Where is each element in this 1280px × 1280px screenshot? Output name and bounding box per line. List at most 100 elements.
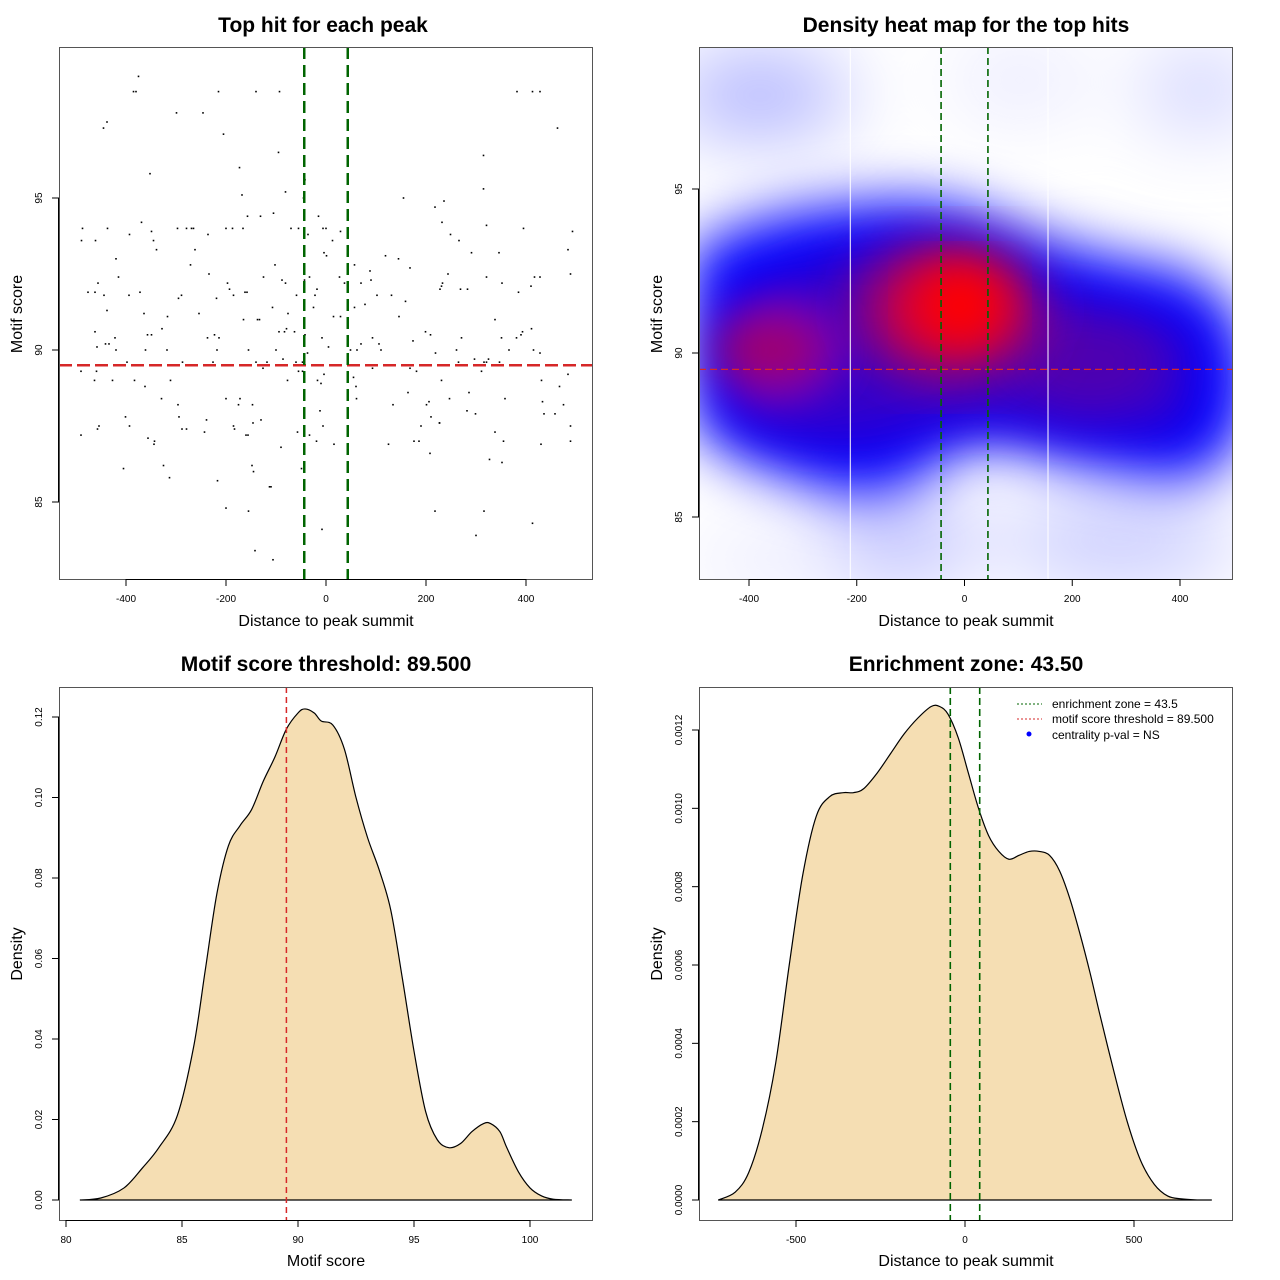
scatter-point [278, 330, 280, 333]
scatter-point [483, 510, 485, 512]
scatter-point [247, 510, 250, 512]
scatter-point [128, 294, 130, 297]
scatter-point [355, 385, 357, 388]
scatter-point [124, 416, 127, 418]
scatter-point [216, 479, 219, 482]
scatter-point [409, 267, 411, 269]
scatter-x-tick-label: 0 [323, 594, 329, 605]
scatter-point [114, 337, 116, 339]
scatter-point [140, 221, 143, 224]
scatter-point [153, 443, 155, 446]
scatter-point [259, 215, 262, 218]
scatter-point [177, 403, 179, 406]
scatter-point [332, 315, 335, 318]
scatter-point [434, 206, 436, 208]
scatter-point [266, 361, 268, 363]
scatter-point [531, 522, 534, 525]
scatter-point [384, 254, 387, 257]
heatmap-x-tick-label: -400 [739, 594, 759, 605]
scatter-point [275, 349, 277, 351]
scatter-point [308, 434, 311, 436]
scatter-point [256, 318, 259, 321]
scatter-reference-lines [59, 47, 592, 579]
scatter-point [216, 349, 218, 351]
scatter-point [160, 397, 163, 400]
scatter-point [485, 224, 488, 227]
scatter-point [232, 294, 235, 297]
scatter-point [349, 349, 352, 351]
scatter-point [166, 315, 169, 318]
scatter-point [284, 282, 287, 284]
scatter-point [521, 330, 524, 333]
scatter-point [449, 233, 452, 236]
scatter-point [287, 312, 289, 315]
scatter-y-tick-label: 90 [34, 344, 45, 356]
scatter-title: Top hit for each peak [218, 14, 428, 37]
scatter-point [133, 379, 136, 382]
scatter-point [364, 303, 366, 306]
scatter-point [441, 221, 443, 224]
distance-density-x-label: Distance to peak summit [878, 1253, 1054, 1270]
scatter-point [567, 248, 569, 251]
scatter-point [176, 227, 179, 230]
scatter-point [262, 276, 265, 278]
scatter-point [102, 127, 105, 129]
scatter-point [480, 370, 483, 373]
distance-density-x-axis: -500 0 500 [786, 1220, 1143, 1246]
scatter-point [232, 425, 235, 427]
scatter-point [333, 443, 335, 446]
scatter-point [425, 403, 428, 406]
scatter-point [246, 291, 248, 294]
score-density-y-tick-label: 0.10 [34, 787, 45, 807]
scatter-point [237, 403, 240, 406]
scatter-x-tick-label: -200 [216, 594, 236, 605]
legend-pval-label: centrality p-val = NS [1052, 728, 1160, 742]
scatter-point [277, 151, 280, 154]
scatter-point [504, 397, 506, 400]
heatmap-x-tick-label: 200 [1064, 594, 1081, 605]
scatter-point [409, 367, 411, 370]
score-density-x-tick-label: 85 [176, 1235, 188, 1246]
scatter-point [485, 361, 488, 363]
scatter-point [500, 337, 503, 339]
scatter-point [323, 251, 325, 254]
scatter-point [475, 534, 477, 537]
scatter-point [94, 330, 96, 333]
scatter-point [498, 251, 500, 254]
heatmap-density [699, 47, 1232, 579]
scatter-point [353, 306, 356, 309]
scatter-point [539, 352, 541, 354]
score-density-x-tick-label: 90 [292, 1235, 304, 1246]
score-density-x-axis: 80 85 90 95 100 [60, 1220, 539, 1246]
scatter-point [226, 282, 229, 284]
scatter-point [483, 361, 485, 363]
scatter-point [247, 434, 249, 436]
panel-scatter: Top hit for each peak -400 -200 0 200 400 85… [9, 14, 593, 630]
scatter-point [356, 349, 358, 351]
heatmap-y-axis: 85 90 95 [674, 183, 699, 523]
scatter-point [80, 239, 83, 242]
scatter-point [203, 431, 206, 433]
panel-score-density: Motif score threshold: 89.500 80 85 90 95 10… [9, 653, 593, 1270]
distance-density-y-tick-label: 0.0012 [674, 714, 685, 745]
scatter-point [241, 194, 243, 196]
scatter-point [222, 133, 225, 135]
scatter-point [370, 279, 372, 281]
panel-heatmap: Density heat map for the top hits [649, 14, 1233, 630]
scatter-point [430, 416, 432, 418]
scatter-point [296, 431, 299, 433]
scatter-point [569, 273, 572, 275]
scatter-point [126, 361, 128, 363]
scatter-point [392, 403, 394, 406]
scatter-point [190, 227, 193, 230]
heatmap-x-axis: -400 -200 0 200 400 [739, 579, 1189, 605]
scatter-point [244, 291, 246, 294]
scatter-point [242, 318, 245, 321]
scatter-point [284, 191, 287, 193]
scatter-point [501, 461, 503, 464]
scatter-point [339, 230, 342, 233]
scatter-point [306, 352, 309, 354]
scatter-point [189, 264, 192, 266]
scatter-point [360, 282, 362, 284]
scatter-point [429, 334, 432, 336]
